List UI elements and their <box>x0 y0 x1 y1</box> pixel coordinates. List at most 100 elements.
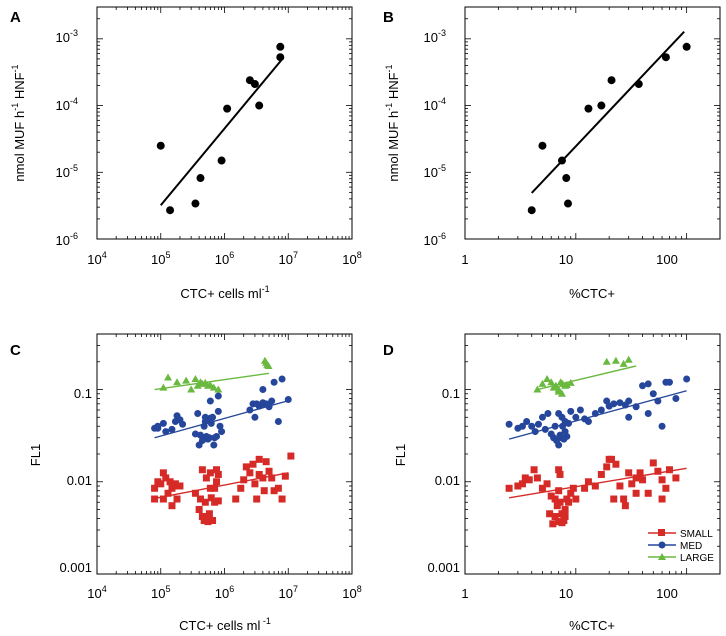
point-small <box>204 518 212 526</box>
panel-c: C 104 105 106 107 108 0.001 0.01 0.1 CTC… <box>10 333 362 633</box>
point-med <box>672 394 680 402</box>
point-small <box>237 484 245 492</box>
point-med <box>544 409 552 417</box>
point-med <box>654 397 662 405</box>
point-large <box>264 361 273 369</box>
point-med <box>538 413 546 421</box>
marks-a <box>156 42 285 215</box>
point-small <box>662 484 670 492</box>
x-tick-d-1: 10 <box>559 586 573 601</box>
x-tick-labels-d: 1 10 100 <box>461 586 677 601</box>
point-small <box>525 476 533 484</box>
point-small <box>597 470 605 478</box>
point-small <box>213 478 221 486</box>
point-small <box>632 489 640 497</box>
y-axis-label-b: nmol MUF h-1 HNF-1 <box>384 64 401 181</box>
x-tick-c-2: 106 <box>215 584 234 601</box>
point-med <box>201 413 209 421</box>
point-med <box>196 431 204 439</box>
legend-marker-small <box>658 529 665 536</box>
point-data <box>527 206 536 215</box>
point-small <box>213 466 221 474</box>
point-med <box>162 428 170 436</box>
point-med <box>210 441 218 449</box>
point-large <box>164 373 173 381</box>
point-data <box>255 101 264 110</box>
x-tick-a-4: 108 <box>342 250 361 267</box>
fit-line-large <box>154 372 270 391</box>
point-small <box>209 517 217 525</box>
point-small <box>505 484 513 492</box>
plot-frame-b <box>464 6 721 240</box>
y-tick-b-2: 10-4 <box>424 96 446 113</box>
point-data <box>557 156 566 165</box>
point-med <box>194 409 202 417</box>
point-data <box>562 174 571 183</box>
y-tick-d-2: 0.1 <box>442 386 460 401</box>
point-small <box>278 495 286 503</box>
point-small <box>270 487 278 495</box>
point-med <box>216 422 224 430</box>
point-med <box>518 422 526 430</box>
x-tick-a-2: 106 <box>215 250 234 267</box>
point-small <box>240 476 248 484</box>
point-med <box>572 413 580 421</box>
legend-label-med: MED <box>680 541 702 552</box>
point-small <box>168 502 176 510</box>
point-small <box>201 498 209 506</box>
point-small <box>561 513 569 521</box>
point-med <box>209 413 217 421</box>
point-med <box>555 441 563 449</box>
point-small <box>281 472 289 480</box>
point-small <box>561 506 569 514</box>
panel-label-d: D <box>383 342 394 359</box>
point-data <box>223 104 232 113</box>
x-axis-label-b: %CTC+ <box>569 286 615 301</box>
x-tick-labels-a: 104 105 106 107 108 <box>87 250 361 267</box>
point-med <box>531 428 539 436</box>
point-small <box>616 482 624 490</box>
point-small <box>200 517 208 525</box>
x-tick-a-0: 104 <box>87 250 106 267</box>
point-large <box>602 357 611 365</box>
point-small <box>206 484 214 492</box>
point-small <box>569 484 577 492</box>
point-small <box>672 474 680 482</box>
point-med <box>205 434 213 442</box>
point-med <box>528 422 536 430</box>
point-small <box>551 495 559 503</box>
y-tick-labels-b: 10-6 10-5 10-4 10-3 <box>424 28 446 248</box>
point-small <box>558 519 566 527</box>
legend-label-small: SMALL <box>680 529 713 540</box>
point-small <box>214 497 222 505</box>
ticks-c <box>96 333 353 575</box>
point-small <box>565 498 573 506</box>
point-small <box>249 460 257 468</box>
y-tick-b-1: 10-5 <box>424 163 446 180</box>
y-axis-label-d: FL1 <box>393 444 408 466</box>
point-small <box>268 474 276 482</box>
point-small <box>521 474 529 482</box>
point-med <box>274 418 282 426</box>
point-med <box>563 432 571 440</box>
x-tick-c-4: 108 <box>342 584 361 601</box>
x-tick-d-2: 100 <box>656 586 678 601</box>
point-small <box>274 484 282 492</box>
point-med <box>218 428 226 436</box>
point-small <box>518 480 526 488</box>
point-small <box>255 470 263 478</box>
point-small <box>159 469 167 477</box>
point-small <box>151 484 159 492</box>
y-tick-c-2: 0.1 <box>74 386 92 401</box>
point-med <box>253 400 261 408</box>
point-small <box>198 466 206 474</box>
point-small <box>649 459 657 467</box>
point-med <box>610 400 618 408</box>
point-med <box>265 403 273 411</box>
legend-label-large: LARGE <box>680 553 714 564</box>
point-data <box>607 76 616 85</box>
point-large <box>191 375 200 383</box>
point-small <box>211 498 219 506</box>
point-large <box>547 378 556 386</box>
point-small <box>162 474 170 482</box>
